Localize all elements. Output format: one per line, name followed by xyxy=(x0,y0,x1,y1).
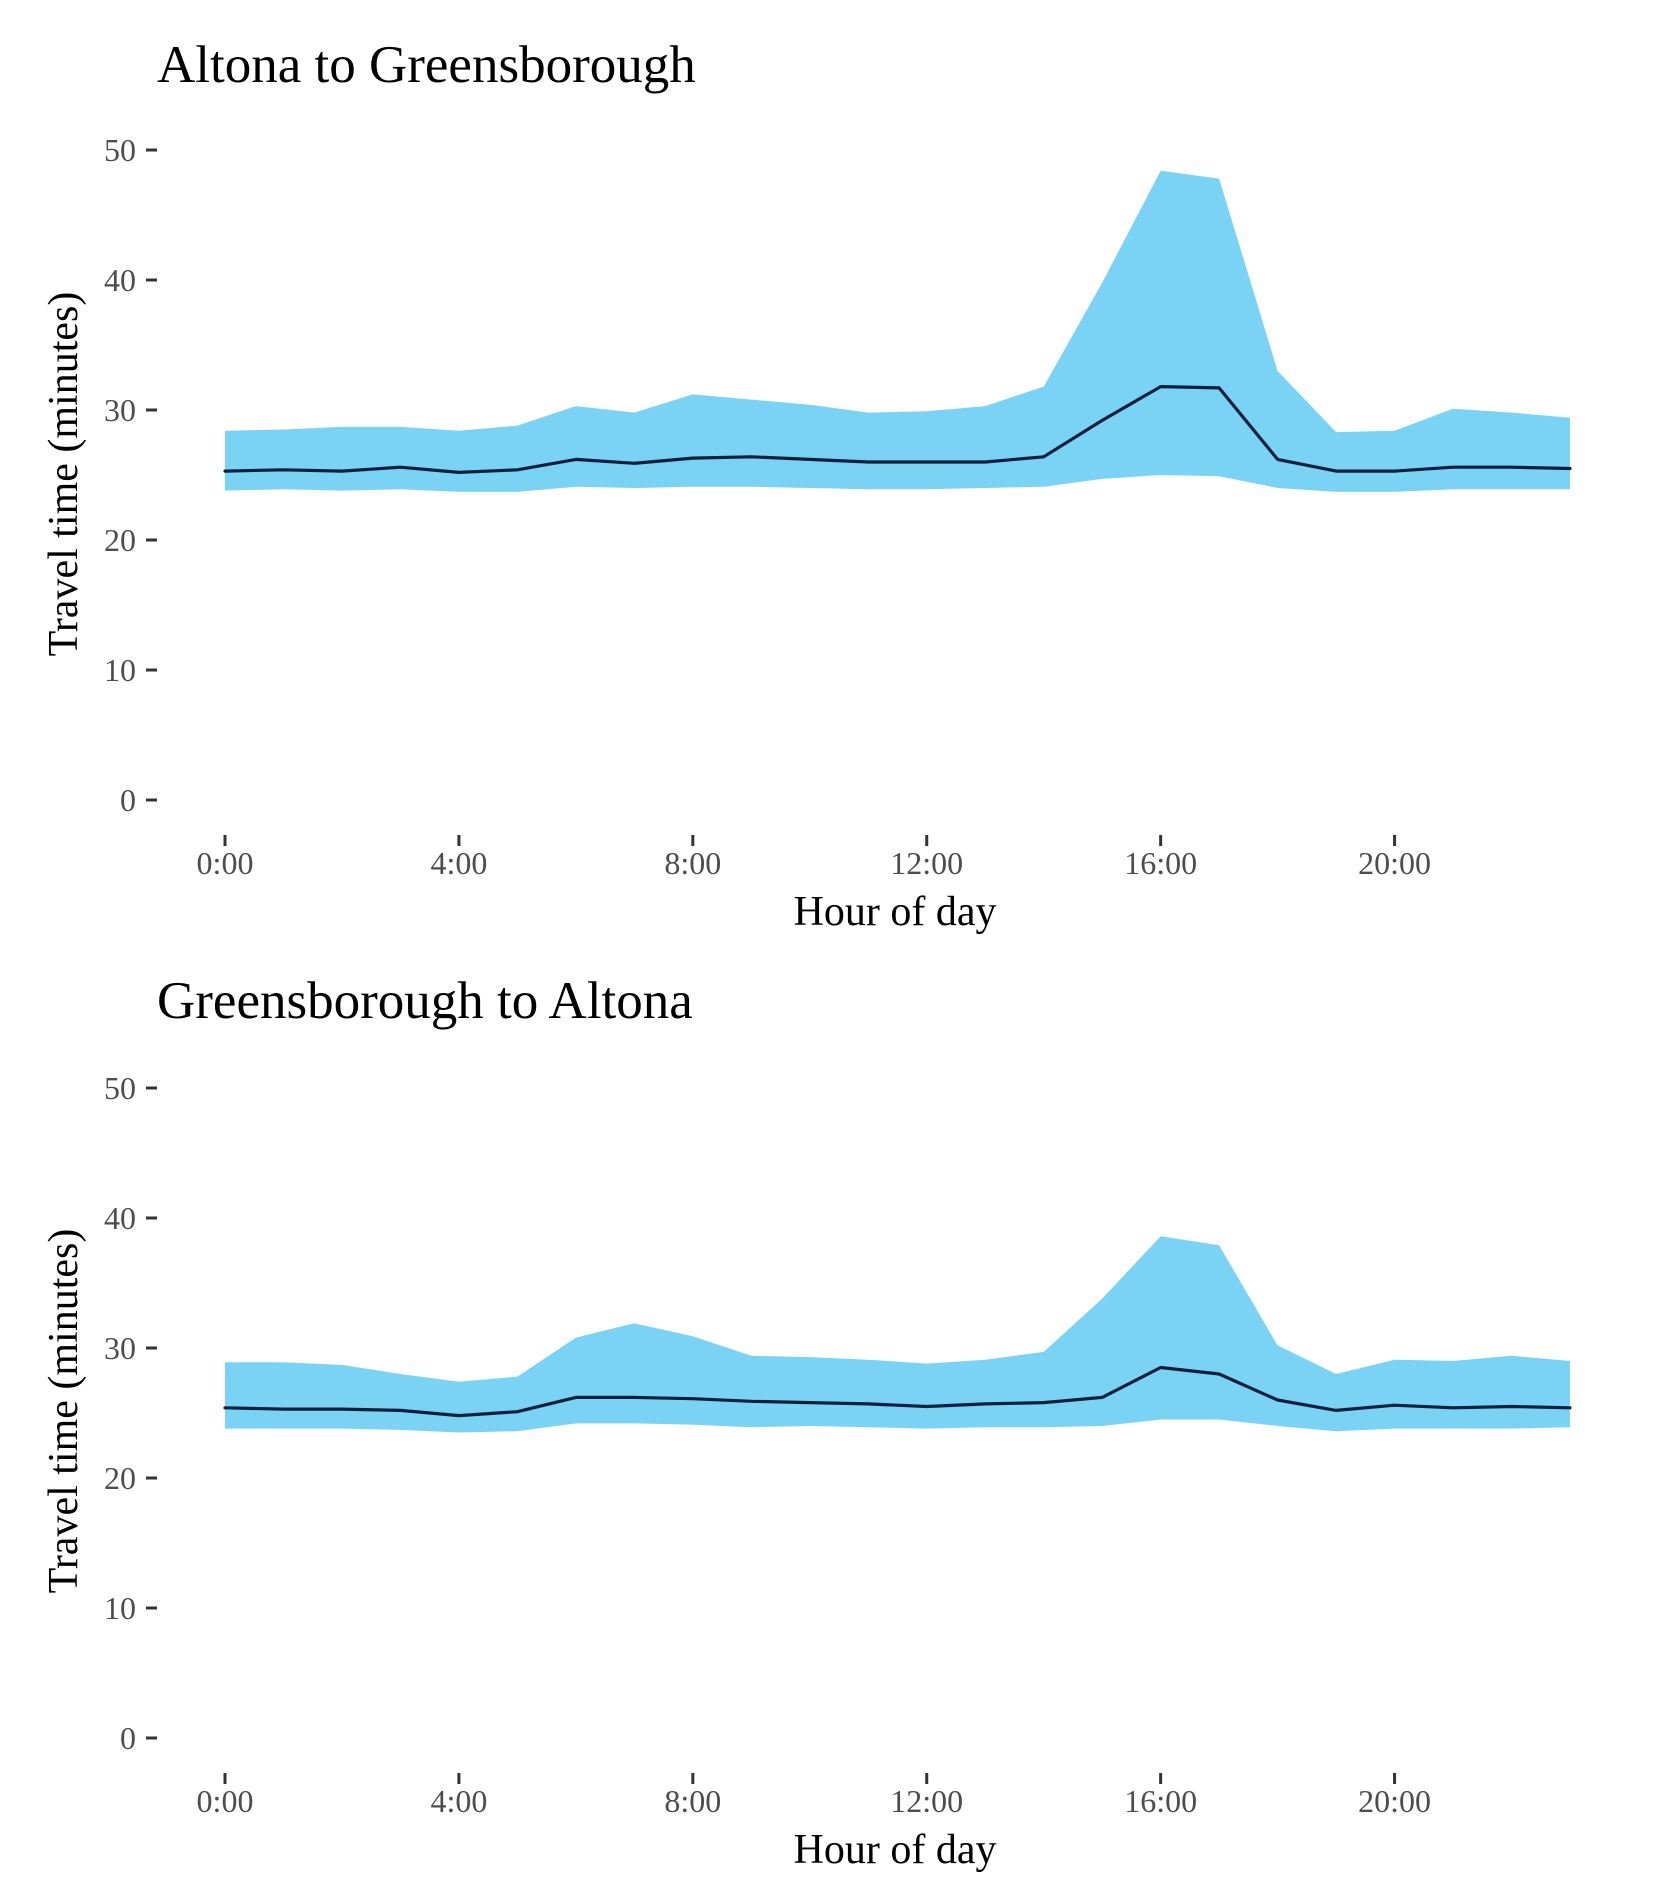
x-tick-label: 0:00 xyxy=(197,845,254,881)
panel-greensborough-to-altona: Greensborough to Altona Travel time (min… xyxy=(41,972,1572,1873)
x-tick-label: 0:00 xyxy=(197,1783,254,1819)
median-line xyxy=(223,1365,1572,1418)
median-line xyxy=(223,385,1572,474)
chart-title: Altona to Greensborough xyxy=(157,36,696,94)
x-tick-label: 4:00 xyxy=(430,845,487,881)
chart-title: Greensborough to Altona xyxy=(157,972,693,1030)
x-tick-label: 12:00 xyxy=(890,845,963,881)
y-tick-label: 0 xyxy=(120,782,136,818)
x-tick-label: 8:00 xyxy=(664,845,721,881)
y-tick-label: 50 xyxy=(104,132,136,168)
x-tick-label: 12:00 xyxy=(890,1783,963,1819)
y-tick-label: 50 xyxy=(104,1070,136,1106)
x-tick-label: 20:00 xyxy=(1358,845,1431,881)
y-tick-label: 10 xyxy=(104,1590,136,1626)
y-axis-label: Travel time (minutes) xyxy=(41,1229,87,1594)
y-tick-label: 30 xyxy=(104,1330,136,1366)
y-axis: 0 10 20 30 40 50 xyxy=(104,1070,157,1756)
band-layer xyxy=(225,170,1570,492)
x-axis: 0:00 4:00 8:00 12:00 16:00 20:00 xyxy=(197,1773,1431,1819)
x-axis-label: Hour of day xyxy=(794,889,997,935)
y-tick-label: 10 xyxy=(104,652,136,688)
y-axis-label: Travel time (minutes) xyxy=(41,292,87,657)
range-band xyxy=(225,170,1570,492)
x-tick-label: 16:00 xyxy=(1124,845,1197,881)
x-tick-label: 16:00 xyxy=(1124,1783,1197,1819)
line-layer xyxy=(223,385,1572,474)
y-tick-label: 30 xyxy=(104,392,136,428)
range-band xyxy=(225,1236,1570,1433)
x-tick-label: 4:00 xyxy=(430,1783,487,1819)
y-tick-label: 20 xyxy=(104,522,136,558)
y-tick-label: 40 xyxy=(104,1200,136,1236)
y-tick-label: 20 xyxy=(104,1460,136,1496)
x-axis: 0:00 4:00 8:00 12:00 16:00 20:00 xyxy=(197,835,1431,881)
y-tick-label: 0 xyxy=(120,1720,136,1756)
x-tick-label: 8:00 xyxy=(664,1783,721,1819)
x-tick-label: 20:00 xyxy=(1358,1783,1431,1819)
x-axis-label: Hour of day xyxy=(794,1827,997,1873)
y-axis: 0 10 20 30 40 50 xyxy=(104,132,157,818)
panel-altona-to-greensborough: Altona to Greensborough Travel time (min… xyxy=(41,36,1572,935)
band-layer xyxy=(225,1236,1570,1433)
line-layer xyxy=(223,1365,1572,1418)
y-tick-label: 40 xyxy=(104,262,136,298)
